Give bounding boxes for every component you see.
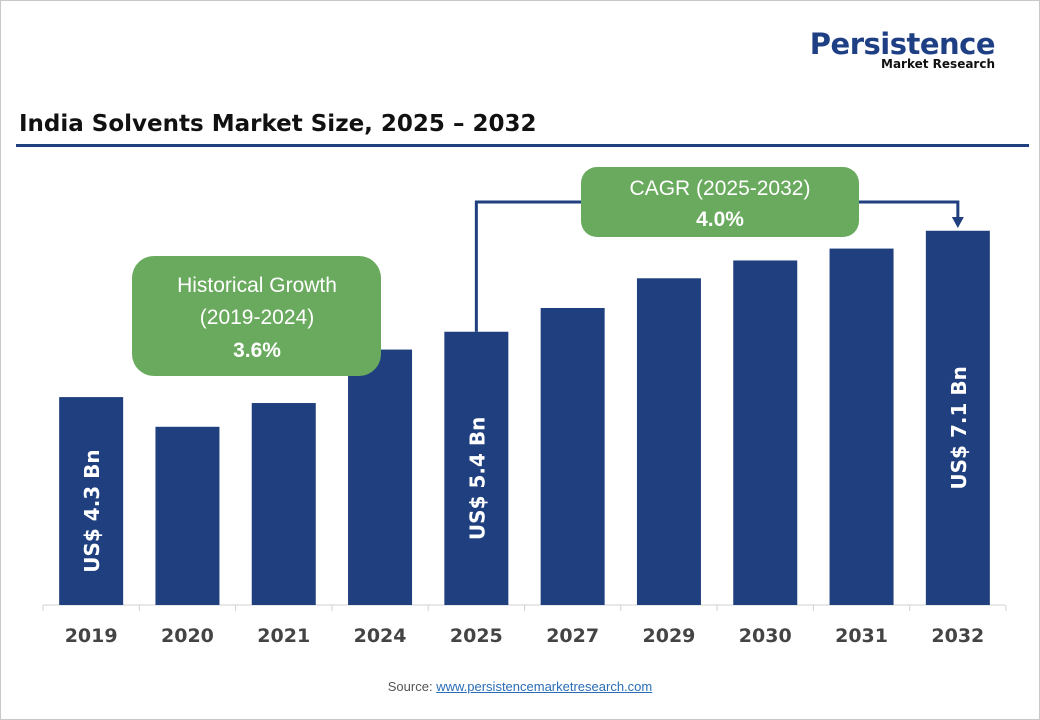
source-link[interactable]: www.persistencemarketresearch.com bbox=[436, 679, 653, 694]
bar-2024 bbox=[348, 349, 413, 605]
x-tick-label: 2030 bbox=[739, 625, 792, 647]
data-label-2025: US$ 5.4 Bn bbox=[465, 417, 489, 540]
x-tick-label: 2027 bbox=[546, 625, 599, 647]
bar-2029 bbox=[636, 278, 701, 605]
bar-2020 bbox=[155, 426, 220, 605]
source-note: Source: www.persistencemarketresearch.co… bbox=[1, 679, 1039, 694]
x-tick-label: 2020 bbox=[161, 625, 214, 647]
historical-growth-period: (2019-2024) bbox=[200, 306, 314, 329]
logo: Persistence Market Research bbox=[809, 27, 996, 71]
x-tick-label: 2019 bbox=[65, 625, 118, 647]
bar-2031 bbox=[829, 248, 894, 605]
bar-2030 bbox=[733, 260, 798, 605]
x-tick-label: 2031 bbox=[835, 625, 888, 647]
bar-2025 bbox=[444, 331, 509, 605]
x-tick-label: 2025 bbox=[450, 625, 503, 647]
cagr-arrow-icon bbox=[951, 217, 964, 228]
x-tick-label: 2021 bbox=[257, 625, 310, 647]
data-label-2019: US$ 4.3 Bn bbox=[80, 449, 104, 572]
cagr-label: CAGR (2025-2032) bbox=[630, 177, 811, 200]
x-tick-label: 2024 bbox=[354, 625, 407, 647]
source-label: Source: bbox=[387, 679, 433, 694]
logo-sub: Market Research bbox=[881, 57, 995, 71]
cagr-value: 4.0% bbox=[696, 208, 744, 231]
historical-growth-label: Historical Growth bbox=[177, 274, 337, 297]
historical-growth-box bbox=[132, 256, 381, 376]
bar-2021 bbox=[251, 403, 316, 605]
x-tick-label: 2029 bbox=[643, 625, 696, 647]
logo-brand: Persistence bbox=[809, 27, 996, 61]
historical-growth-value: 3.6% bbox=[233, 339, 281, 362]
data-label-2032: US$ 7.1 Bn bbox=[947, 366, 971, 489]
chart-title: India Solvents Market Size, 2025 – 2032 bbox=[19, 111, 537, 137]
bar-2032 bbox=[925, 230, 990, 605]
bar-2027 bbox=[540, 307, 605, 605]
x-tick-label: 2032 bbox=[931, 625, 984, 647]
title-divider bbox=[16, 144, 1029, 147]
bar-2019 bbox=[59, 397, 124, 605]
cagr-box bbox=[581, 167, 859, 237]
